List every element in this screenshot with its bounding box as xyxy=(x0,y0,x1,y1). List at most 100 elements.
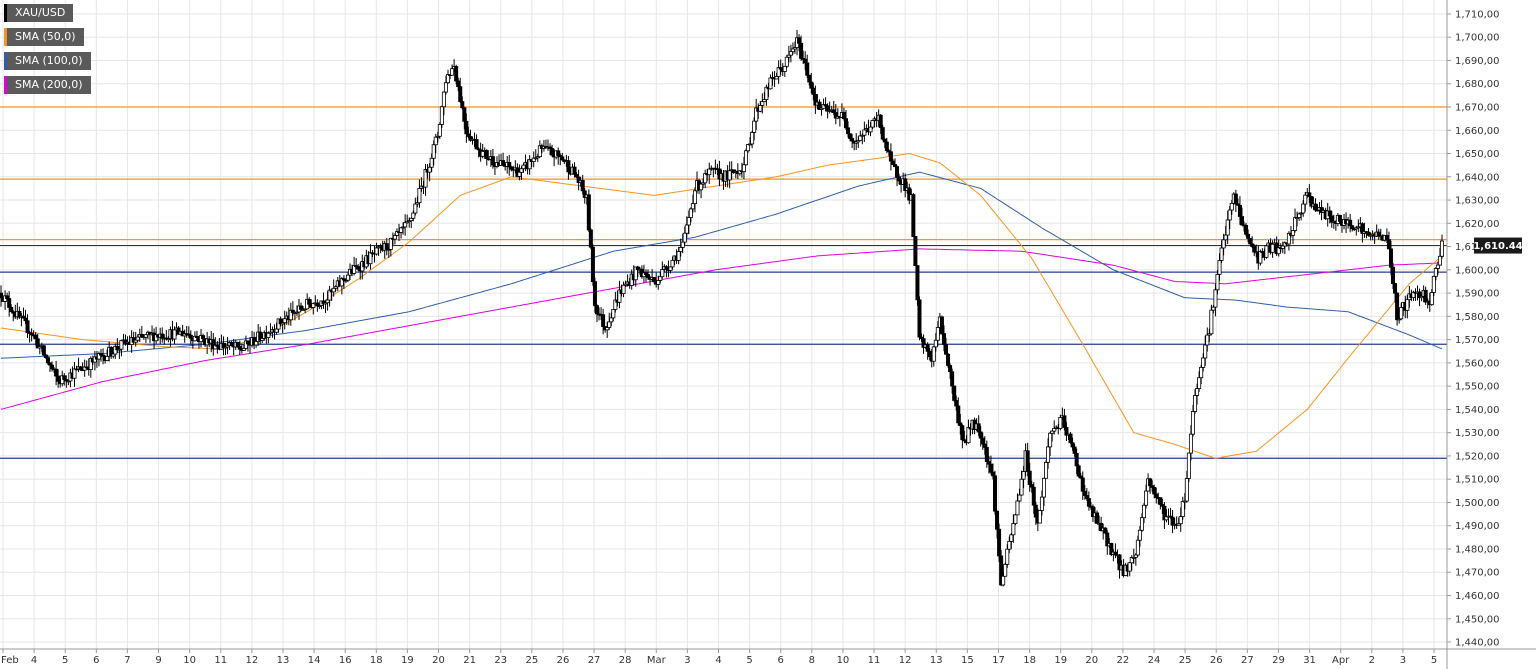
candle xyxy=(1229,200,1234,216)
x-tick-label: 22 xyxy=(1117,655,1130,666)
candle xyxy=(1003,562,1008,577)
candle xyxy=(560,152,565,161)
candle xyxy=(1031,482,1036,514)
x-tick-label: 6 xyxy=(778,655,784,666)
x-tick-label: 29 xyxy=(1272,655,1285,666)
y-tick-label: 1,460,00 xyxy=(1455,591,1500,602)
sma-100-line xyxy=(0,171,1443,359)
candle xyxy=(474,134,479,150)
x-tick-label: 24 xyxy=(1148,655,1161,666)
candle xyxy=(35,333,40,349)
y-tick-label: 1,660,00 xyxy=(1455,126,1500,137)
candle xyxy=(352,256,357,276)
candle xyxy=(997,523,1002,562)
candle xyxy=(950,368,955,394)
y-tick-label: 1,630,00 xyxy=(1455,196,1500,207)
candle xyxy=(601,308,606,335)
x-tick-label: 13 xyxy=(930,655,943,666)
candle xyxy=(201,333,206,343)
x-tick-label: 26 xyxy=(557,655,570,666)
x-tick-label: 13 xyxy=(277,655,290,666)
candle xyxy=(743,148,748,166)
candle xyxy=(1137,525,1142,547)
x-tick-label: 15 xyxy=(961,655,974,666)
legend-item-sma100[interactable]: SMA (100,0) xyxy=(4,52,91,70)
y-tick-label: 1,620,00 xyxy=(1455,219,1500,230)
legend-item-sma50[interactable]: SMA (50,0) xyxy=(4,28,84,46)
candle xyxy=(458,77,463,103)
x-tick-label: Feb xyxy=(1,655,19,666)
x-tick-label: 11 xyxy=(868,655,881,666)
x-tick-label: 19 xyxy=(401,655,414,666)
y-tick-label: 1,560,00 xyxy=(1455,358,1500,369)
y-tick-label: 1,590,00 xyxy=(1455,289,1500,300)
candle xyxy=(417,179,422,208)
candle xyxy=(1215,269,1220,295)
x-tick-label: 28 xyxy=(619,655,632,666)
x-tick-label: 25 xyxy=(525,655,538,666)
x-tick-label: 7 xyxy=(124,655,130,666)
candle xyxy=(582,188,587,204)
candle xyxy=(384,238,389,256)
candle xyxy=(946,352,951,368)
candle xyxy=(895,165,900,187)
candle xyxy=(1044,460,1049,479)
x-tick-label: 12 xyxy=(899,655,912,666)
candle xyxy=(1286,231,1291,251)
legend-label-sma200: SMA (200,0) xyxy=(15,78,83,91)
x-tick-label: 10 xyxy=(837,655,850,666)
candle xyxy=(311,302,316,315)
candle xyxy=(484,149,489,166)
legend-item-sma200[interactable]: SMA (200,0) xyxy=(4,76,91,94)
candle xyxy=(501,152,506,167)
candle xyxy=(1068,431,1073,444)
candle xyxy=(1178,507,1183,532)
candle xyxy=(368,244,373,270)
legend-item-price[interactable]: XAU/USD xyxy=(4,4,74,22)
x-tick-label: 20 xyxy=(1085,655,1098,666)
candle xyxy=(423,164,428,196)
candle xyxy=(1429,289,1434,306)
candle xyxy=(741,156,746,180)
x-axis-ticks: Feb 4 5 6 7 9 10 11 12 13 14 16 18 19 20 21 23 25 26 27 28 Ma… xyxy=(1,649,1437,666)
candle xyxy=(1058,414,1063,431)
x-tick-label: 26 xyxy=(1210,655,1223,666)
sma-200-line xyxy=(0,248,1442,410)
candle xyxy=(188,330,193,345)
candle xyxy=(817,99,822,111)
x-tick-label: 2 xyxy=(1369,655,1375,666)
candle xyxy=(931,345,936,367)
candle xyxy=(611,309,616,322)
candle xyxy=(1186,452,1191,482)
candle xyxy=(592,277,597,313)
candle xyxy=(952,385,957,402)
candle xyxy=(1437,247,1442,266)
candle xyxy=(692,187,697,213)
x-tick-label: 10 xyxy=(183,655,196,666)
candle xyxy=(1195,383,1200,405)
candle xyxy=(443,75,448,95)
x-tick-label: 20 xyxy=(432,655,445,666)
candle xyxy=(1064,421,1069,442)
candle xyxy=(115,338,120,353)
candle xyxy=(1037,509,1042,524)
x-tick-label: 11 xyxy=(214,655,227,666)
candle xyxy=(1027,462,1032,492)
candle xyxy=(1015,493,1020,516)
y-tick-label: 1,670,00 xyxy=(1455,103,1500,114)
candle xyxy=(41,344,46,357)
x-tick-label: 5 xyxy=(1431,655,1437,666)
x-tick-label: 3 xyxy=(1400,655,1406,666)
x-tick-label: Mar xyxy=(647,655,667,666)
candle xyxy=(1217,253,1222,281)
candle xyxy=(566,156,571,180)
candle xyxy=(1025,442,1030,477)
legend-swatch-price xyxy=(4,4,7,22)
y-tick-label: 1,540,00 xyxy=(1455,405,1500,416)
y-tick-label: 1,480,00 xyxy=(1455,544,1500,555)
candle xyxy=(1017,488,1022,503)
candle xyxy=(586,189,591,233)
candle xyxy=(707,162,712,184)
legend-label-sma50: SMA (50,0) xyxy=(15,30,76,43)
